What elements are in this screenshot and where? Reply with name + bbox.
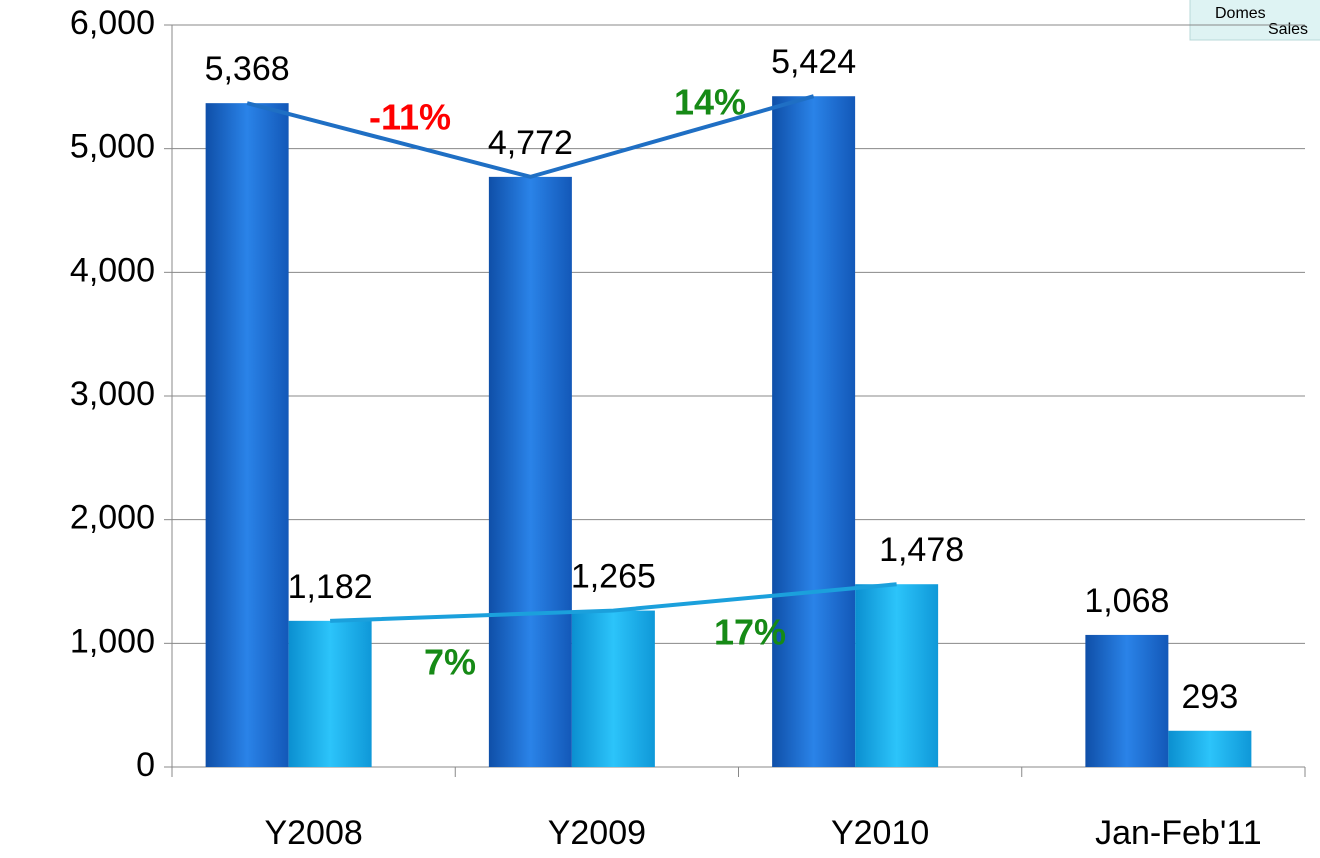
value-label: 1,068 [1084, 582, 1169, 620]
x-tick-label: Y2010 [831, 814, 929, 852]
y-tick-label: 6,000 [70, 4, 155, 42]
trend-line [330, 582, 897, 623]
value-label: 5,424 [771, 43, 856, 81]
value-label: 5,368 [205, 50, 290, 88]
bar [1085, 634, 1169, 767]
value-label: 293 [1182, 678, 1239, 716]
annotation: 17% [714, 612, 786, 653]
x-tick-label: Y2008 [264, 814, 362, 852]
bar [205, 103, 289, 767]
y-tick-label: 3,000 [70, 375, 155, 413]
bar [288, 620, 372, 767]
bar [1168, 730, 1252, 767]
y-tick-label: 1,000 [70, 622, 155, 660]
y-tick-label: 5,000 [70, 128, 155, 166]
y-tick-label: 2,000 [70, 499, 155, 537]
value-label: 1,478 [879, 531, 964, 569]
bar [571, 610, 655, 767]
annotation: 7% [424, 642, 476, 683]
annotation: 14% [674, 82, 746, 123]
y-tick-label: 4,000 [70, 251, 155, 289]
legend-box [1189, 0, 1320, 41]
trend-line [246, 94, 815, 179]
annotation: -11% [369, 97, 451, 138]
x-tick-label: Jan-Feb'11 [1095, 814, 1262, 852]
legend-text: Sales [1268, 21, 1308, 38]
bar [772, 96, 856, 768]
value-label: 1,265 [571, 558, 656, 596]
bar [488, 176, 572, 767]
bar [855, 584, 939, 767]
x-tick-label: Y2009 [548, 814, 646, 852]
legend-text: Domes [1215, 5, 1266, 22]
y-tick-label: 0 [136, 746, 155, 784]
value-label: 1,182 [288, 568, 373, 606]
value-label: 4,772 [488, 124, 573, 162]
